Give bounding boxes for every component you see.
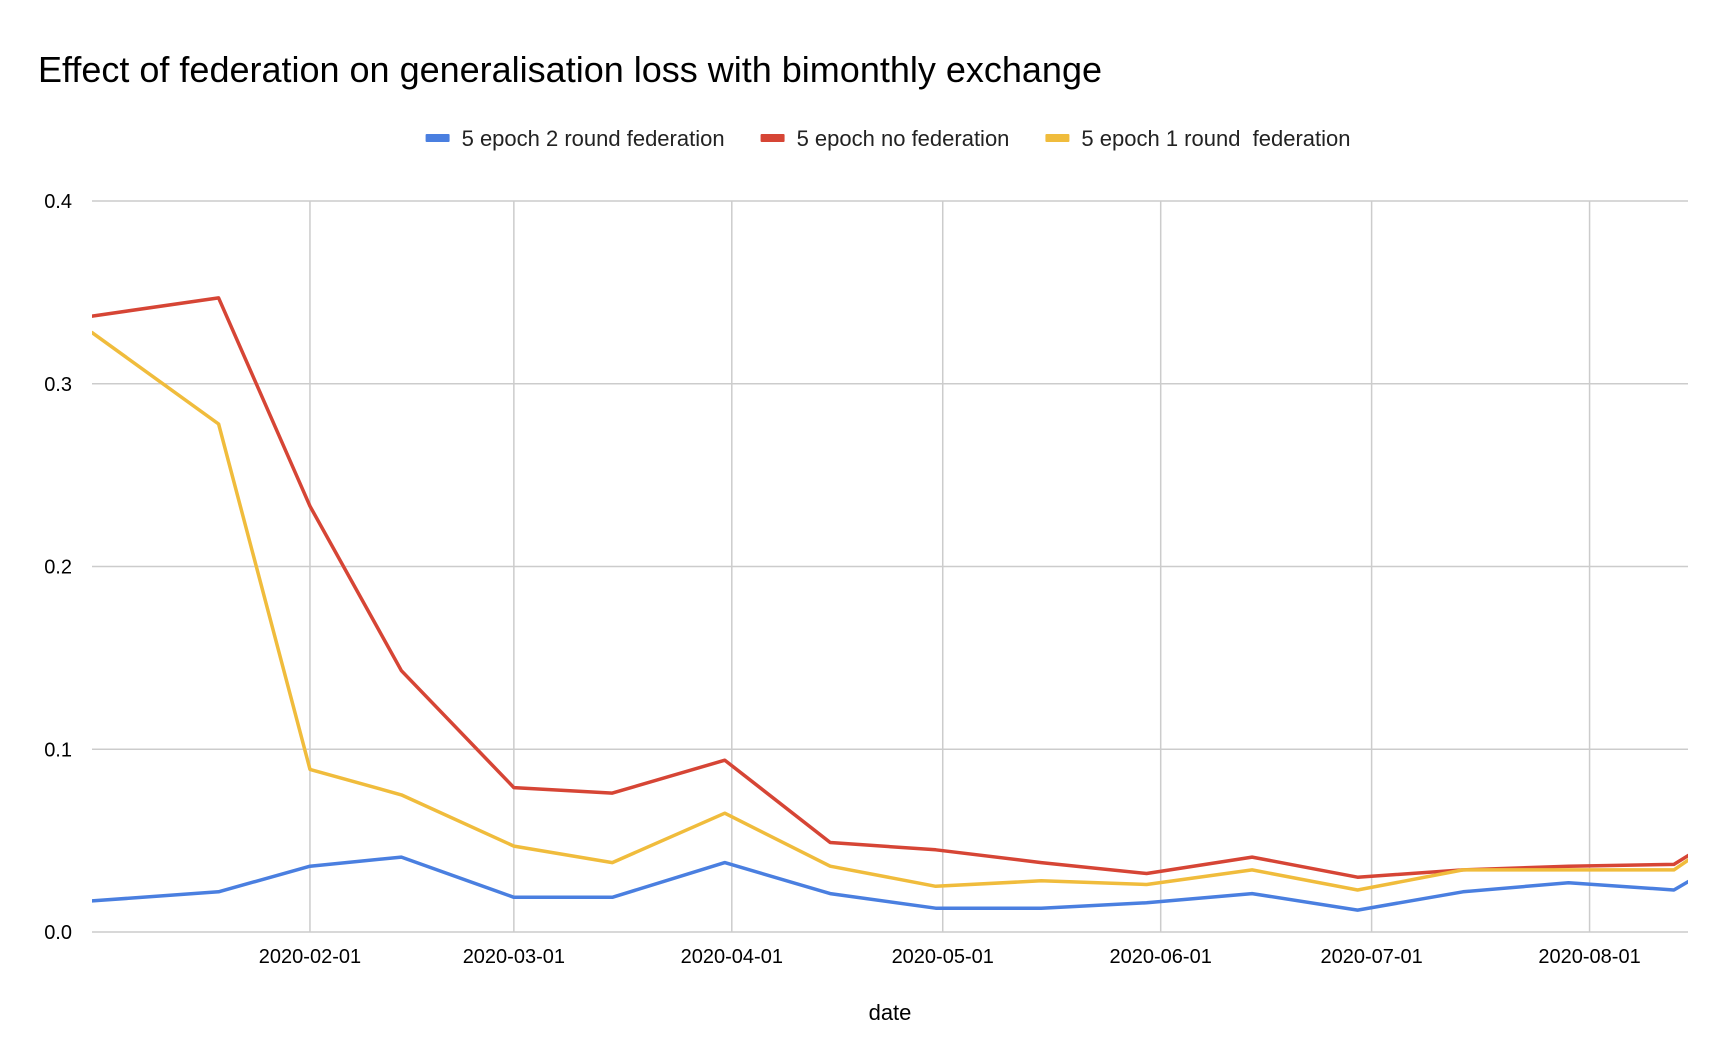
legend-label: 5 epoch no federation — [797, 126, 1010, 151]
series-layer — [92, 296, 1688, 912]
series-line — [92, 296, 1688, 879]
legend-label: 5 epoch 1 round federation — [1081, 126, 1350, 151]
legend: 5 epoch 2 round federation 5 epoch no fed… — [425, 126, 1351, 151]
legend-swatch — [1045, 134, 1070, 142]
y-tick-label: 0.0 — [44, 922, 72, 944]
x-tick-label: 2020-03-01 — [463, 946, 565, 968]
x-tick-label: 2020-04-01 — [681, 946, 783, 968]
y-tick-label: 0.4 — [44, 191, 72, 213]
chart-title: Effect of federation on generalisation l… — [38, 49, 1102, 90]
y-tick-label: 0.3 — [44, 374, 72, 396]
x-axis-title: date — [869, 1000, 912, 1025]
y-tick-label: 0.1 — [44, 739, 72, 761]
x-tick-label: 2020-07-01 — [1320, 946, 1422, 968]
series-line — [92, 855, 1688, 912]
x-tick-label: 2020-08-01 — [1538, 946, 1640, 968]
y-tick-label: 0.2 — [44, 557, 72, 579]
legend-swatch — [760, 134, 785, 142]
x-tick-label: 2020-06-01 — [1110, 946, 1212, 968]
series-line — [92, 330, 1688, 892]
x-tick-label: 2020-05-01 — [892, 946, 994, 968]
legend-label: 5 epoch 2 round federation — [462, 126, 725, 151]
tick-labels: 0.0 0.1 0.2 0.3 0.4 2020-02-01 2020-03-01 2020-… — [44, 191, 1641, 968]
x-tick-label: 2020-02-01 — [259, 946, 361, 968]
legend-swatch — [425, 134, 450, 142]
gridlines — [92, 200, 1688, 933]
